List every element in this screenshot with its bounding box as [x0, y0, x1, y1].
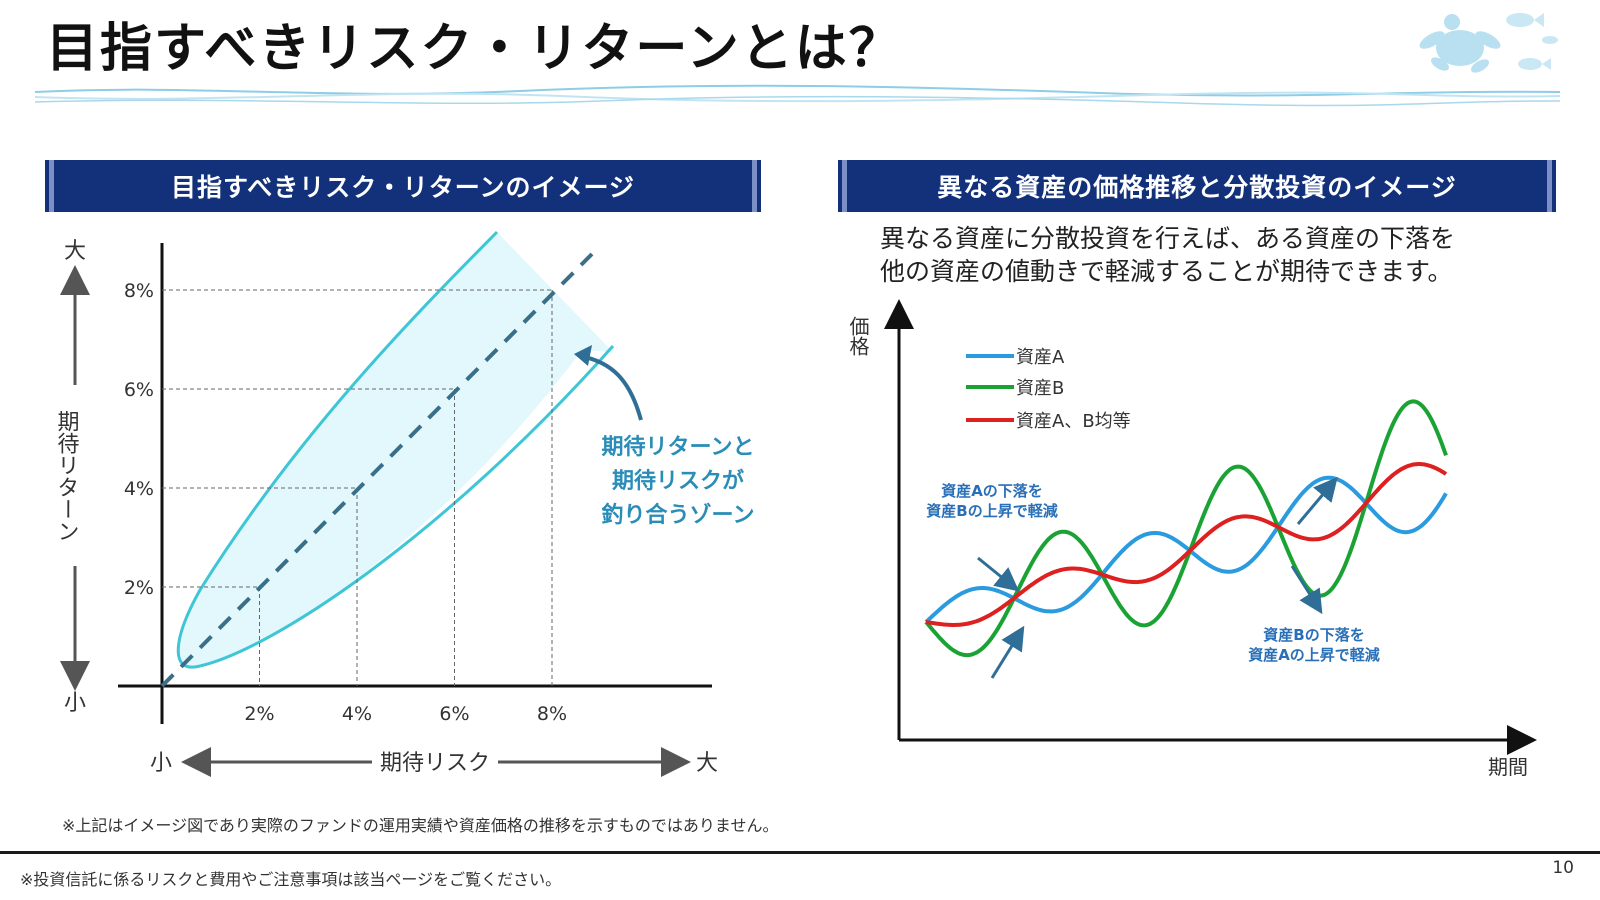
page-number: 10 — [1552, 858, 1574, 878]
y-tick-label: 2% — [124, 577, 154, 599]
x-axis-left-label: 小 — [150, 751, 172, 776]
price-axis-label: 価格 — [846, 316, 870, 356]
annotation-left-line-1: 資産Aの下落を — [941, 482, 1043, 500]
y-axis-title: 期待リターン — [54, 410, 80, 542]
left-panel-header: 目指すべきリスク・リターンのイメージ — [45, 160, 761, 212]
zone-label-line-1: 期待リターンと — [602, 434, 755, 460]
turtle-icon — [1419, 14, 1501, 73]
right-panel-description: 異なる資産に分散投資を行えば、ある資産の下落を 他の資産の値動きで軽減することが… — [880, 222, 1455, 288]
header-decoration — [34, 13, 1561, 107]
fish-icon — [1506, 13, 1558, 70]
zone-outline-lower — [199, 345, 615, 668]
annotation-right-line-2: 資産Aの上昇で軽減 — [1248, 646, 1380, 664]
footer-text: ※投資信託に係るリスクと費用やご注意事項は該当ページをご覧ください。 — [20, 870, 562, 889]
balance-line — [160, 252, 594, 688]
zone-label-line-3: 釣り合うゾーン — [602, 502, 755, 528]
legend-asset-avg: 資産A、B均等 — [1016, 411, 1131, 432]
right-panel-header: 異なる資産の価格推移と分散投資のイメージ — [838, 160, 1556, 212]
footer-divider — [0, 851, 1600, 854]
x-tick-label: 4% — [342, 703, 372, 725]
description-line-2: 他の資産の値動きで軽減することが期待できます。 — [880, 257, 1453, 286]
legend-asset-a: 資産A — [1016, 347, 1065, 368]
risk-return-chart: 2% 2% 4% 4% 6% 6% 8% 8% 大 小 期待リターン 小 期待リスク 大 期待… — [54, 230, 755, 777]
description-line-1: 異なる資産に分散投資を行えば、ある資産の下落を — [880, 224, 1456, 253]
page-title: 目指すべきリスク・リターンとは？ — [46, 19, 903, 79]
y-tick-label: 6% — [124, 379, 154, 401]
legend-asset-b: 資産B — [1016, 378, 1064, 399]
disclaimer-note: ※上記はイメージ図であり実際のファンドの運用実績や資産価格の推移を示すものではあ… — [62, 816, 779, 835]
x-axis-title: 期待リスク — [380, 751, 490, 776]
legend: 資産A 資産B 資産A、B均等 — [966, 347, 1131, 432]
x-tick-label: 2% — [244, 703, 274, 725]
annotation-right-line-1: 資産Bの下落を — [1263, 626, 1364, 644]
y-tick-label: 4% — [124, 478, 154, 500]
x-tick-label: 8% — [537, 703, 567, 725]
period-axis-label: 期間 — [1488, 755, 1528, 779]
x-tick-label: 6% — [439, 703, 469, 725]
y-tick-label: 8% — [124, 280, 154, 302]
zone-pointer-arrow — [579, 354, 643, 421]
x-axis-right-label: 大 — [696, 751, 718, 776]
annotation-left-line-2: 資産Bの上昇で軽減 — [926, 502, 1057, 520]
zone-outline-upper — [176, 230, 499, 669]
y-axis-top-label: 大 — [64, 239, 86, 264]
series-asset-b — [924, 399, 1448, 658]
diversification-chart: 価格 期間 資産A 資産B 資産A、B均等 資産Aの下落を 資産Bの上昇で軽減 … — [846, 299, 1537, 779]
series-asset-avg — [925, 462, 1448, 627]
y-axis-bottom-label: 小 — [64, 691, 86, 716]
zone-label-line-2: 期待リスクが — [612, 468, 744, 494]
